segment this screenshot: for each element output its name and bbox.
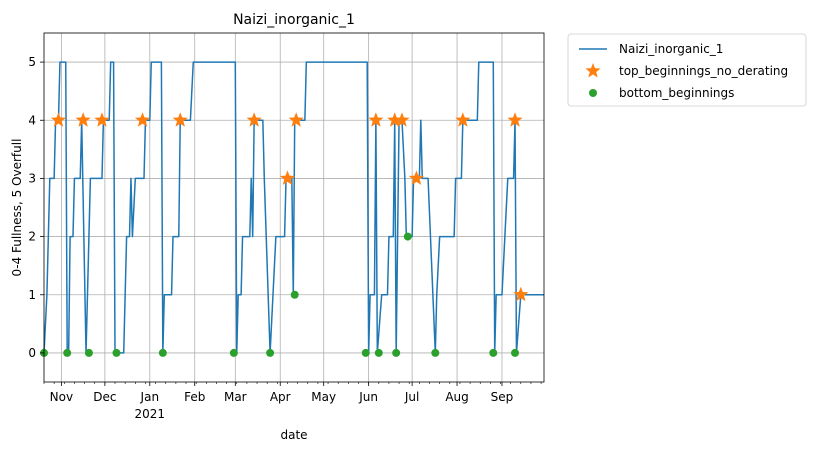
top-beginning-star xyxy=(94,112,110,127)
top-beginning-star xyxy=(279,170,296,185)
bottom-beginning-point xyxy=(361,348,370,357)
x-tick-label: Feb xyxy=(184,390,205,404)
x-tick-label: Jun xyxy=(358,390,378,404)
legend-label: Naizi_inorganic_1 xyxy=(619,42,723,56)
top-beginning-star xyxy=(288,112,304,127)
bottom-beginning-point xyxy=(403,232,412,241)
legend-dot-swatch xyxy=(589,89,597,97)
x-tick-label: Mar xyxy=(224,390,247,404)
plot-data xyxy=(40,61,544,357)
legend-label: bottom_beginnings xyxy=(619,86,734,100)
top-beginning-star xyxy=(246,112,262,127)
top-beginning-star xyxy=(408,170,425,185)
top-beginning-star xyxy=(394,112,410,127)
top-beginning-star xyxy=(75,112,91,127)
x-tick-label: Nov xyxy=(50,390,73,404)
x-tick-label: May xyxy=(311,390,336,404)
x-tick-label: Aug xyxy=(445,390,468,404)
legend-box xyxy=(567,33,807,107)
bottom-beginning-point xyxy=(290,290,299,299)
plot-frame xyxy=(43,32,545,383)
bottom-beginning-point xyxy=(374,348,383,357)
bottom-beginning-point xyxy=(112,348,121,357)
x-tick-label: Sep xyxy=(491,390,514,404)
bottom-beginning-point xyxy=(266,348,275,357)
x-axis-title: date xyxy=(280,428,307,442)
top-beginning-star xyxy=(513,286,529,302)
x-tick-label: Dec xyxy=(93,390,116,404)
x-tick-label: Apr xyxy=(270,390,291,404)
bottom-beginning-point xyxy=(229,348,238,357)
top-beginning-star xyxy=(172,112,188,127)
x-tick-label: Jul xyxy=(404,390,419,404)
top-beginning-star xyxy=(455,112,471,127)
legend-star-swatch xyxy=(585,63,601,78)
legend: Naizi_inorganic_1 top_beginnings_no_derat… xyxy=(567,33,807,107)
y-tick-label: 0 xyxy=(28,346,36,360)
y-axis-title: 0-4 Fullness, 5 Overfull xyxy=(10,139,24,277)
y-tick-label: 4 xyxy=(28,113,36,127)
top-beginning-star xyxy=(134,112,151,127)
top-beginning-star xyxy=(507,112,523,127)
bottom-beginning-point xyxy=(489,348,498,357)
y-axis-ticks: 0 1 2 3 4 5 xyxy=(28,55,44,360)
bottom-beginning-point xyxy=(63,348,72,357)
x-axis-ticks: Nov Dec Jan 2021 Feb Mar Apr May Jun Jul Aug Sep xyxy=(43,382,542,421)
bottom-beginning-point xyxy=(511,348,520,357)
bottom-beginning-point xyxy=(431,348,440,357)
x-tick-label: Jan xyxy=(140,390,160,404)
legend-label: top_beginnings_no_derating xyxy=(619,64,788,78)
y-tick-label: 1 xyxy=(28,288,36,302)
bottom-beginning-point xyxy=(84,348,93,357)
x-tick-sublabel: 2021 xyxy=(135,407,166,421)
bottom-beginning-point xyxy=(392,348,401,357)
bottom-beginning-point xyxy=(158,348,167,357)
y-tick-label: 3 xyxy=(28,171,36,185)
top-beginning-star xyxy=(368,112,384,127)
y-tick-label: 2 xyxy=(28,230,36,244)
y-tick-label: 5 xyxy=(28,55,36,69)
top-beginning-star xyxy=(387,112,403,127)
chart-title: Naizi_inorganic_1 xyxy=(233,12,355,28)
top-beginning-star xyxy=(50,112,67,127)
series-line-Naizi_inorganic_1 xyxy=(43,61,544,354)
